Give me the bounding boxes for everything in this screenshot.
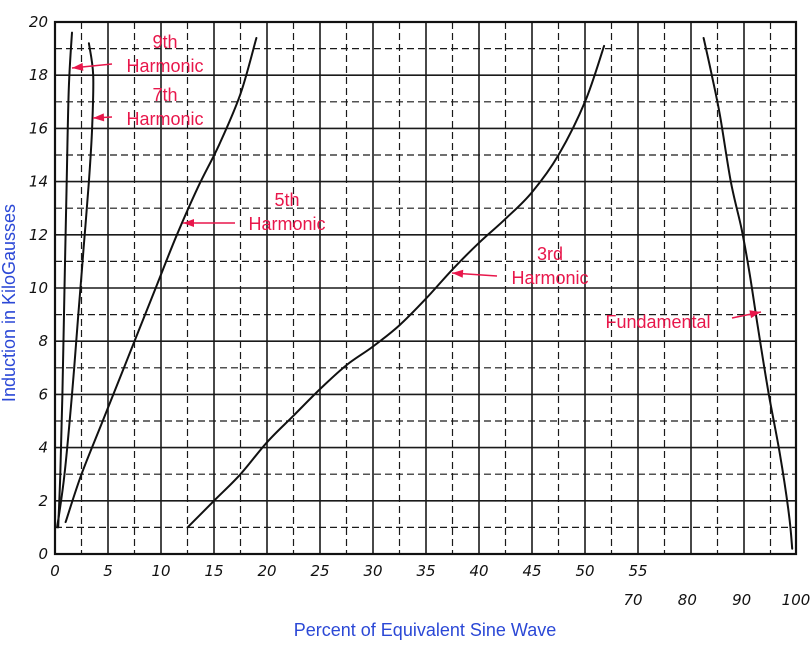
- annotation-label: Harmonic: [126, 109, 203, 129]
- y-tick-label: 0: [38, 545, 48, 563]
- curve-5th-harmonic: [64, 37, 258, 524]
- x-tick-label-secondary: 80: [678, 591, 697, 609]
- y-tick-label: 20: [29, 13, 48, 31]
- x-tick-label: 50: [575, 562, 594, 580]
- annotation-label: 9th: [152, 32, 177, 52]
- y-tick-label: 10: [29, 279, 48, 297]
- curve-3rd-harmonic: [186, 44, 606, 529]
- x-tick-label: 30: [363, 562, 382, 580]
- y-tick-label: 6: [38, 385, 48, 403]
- annotation-arrowhead: [72, 62, 84, 71]
- curve-9th-harmonic: [57, 31, 73, 529]
- curve-7th-harmonic: [56, 42, 95, 529]
- x-tick-label-secondary: 90: [732, 591, 751, 609]
- x-axis-title: Percent of Equivalent Sine Wave: [294, 620, 556, 640]
- x-tick-label: 40: [469, 562, 488, 580]
- annotation-label: 3rd: [537, 244, 563, 264]
- y-axis-title: Induction in KiloGausses: [0, 204, 19, 402]
- annotation-7th-harmonic: 7th Harmonic: [92, 85, 204, 129]
- y-tick-label: 4: [38, 439, 48, 457]
- y-tick-label: 2: [38, 492, 48, 510]
- annotation-5th-harmonic: 5th Harmonic: [183, 190, 326, 234]
- x-tick-label: 25: [310, 562, 329, 580]
- annotation-arrowhead: [93, 113, 105, 122]
- annotation-label: 7th: [152, 85, 177, 105]
- y-tick-label: 16: [29, 119, 48, 137]
- curves: [56, 31, 794, 550]
- y-tick-label: 18: [29, 66, 48, 84]
- plot-frame: [53, 20, 798, 556]
- annotation-label: Harmonic: [126, 56, 203, 76]
- x-tick-label: 55: [628, 562, 647, 580]
- x-tick-label: 20: [257, 562, 276, 580]
- y-tick-label: 8: [38, 332, 48, 350]
- grid: [54, 21, 796, 555]
- x-tick-label: 45: [522, 562, 541, 580]
- annotation-label: 5th: [274, 190, 299, 210]
- annotation-arrowhead: [452, 269, 464, 278]
- x-tick-label: 5: [103, 562, 113, 580]
- annotation-label: Harmonic: [511, 268, 588, 288]
- annotation-arrowhead: [183, 219, 194, 227]
- annotations: 9th Harmonic 7th Harmonic 5th Harmonic 3rd Harm…: [71, 32, 762, 332]
- y-tick-label: 12: [29, 226, 48, 244]
- curve-fundamental: [702, 37, 794, 550]
- y-tick-label: 14: [29, 173, 48, 191]
- annotation-3rd-harmonic: 3rd Harmonic: [451, 244, 589, 288]
- x-tick-labels: 0 5 10 15 20 25 30 35 40 45 50 55 70 80 90 100: [50, 562, 810, 609]
- annotation-arrowhead: [749, 310, 761, 319]
- x-tick-label: 35: [416, 562, 435, 580]
- x-tick-label: 15: [204, 562, 223, 580]
- x-tick-label-secondary: 70: [623, 591, 642, 609]
- annotation-label: Fundamental: [605, 312, 710, 332]
- x-tick-label: 0: [50, 562, 60, 580]
- annotation-fundamental: Fundamental: [605, 310, 762, 332]
- x-tick-label-secondary: 100: [782, 591, 811, 609]
- annotation-9th-harmonic: 9th Harmonic: [71, 32, 204, 76]
- annotation-label: Harmonic: [248, 214, 325, 234]
- y-tick-labels: 0 2 4 6 8 10 12 14 16 18 20: [29, 13, 48, 563]
- x-tick-label: 10: [151, 562, 170, 580]
